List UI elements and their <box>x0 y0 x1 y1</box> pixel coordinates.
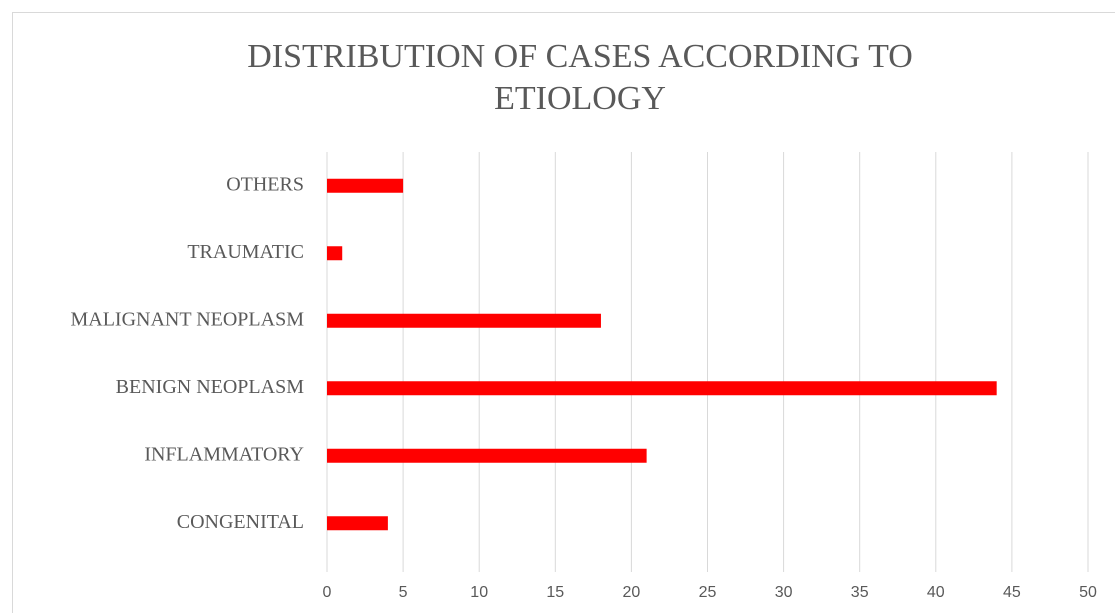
bar <box>327 246 343 261</box>
bar <box>327 313 601 328</box>
y-tick-label: OTHERS <box>226 173 304 195</box>
y-tick-label: CONGENITAL <box>177 511 304 533</box>
x-tick-label: 15 <box>546 584 564 601</box>
x-tick-label: 20 <box>623 584 641 601</box>
x-tick-label: 30 <box>775 584 793 601</box>
bar <box>327 448 647 463</box>
bar <box>327 381 997 396</box>
y-tick-label: INFLAMMATORY <box>144 443 304 465</box>
chart-title: DISTRIBUTION OF CASES ACCORDING TO ETIOL… <box>247 38 913 117</box>
x-tick-label: 5 <box>399 584 408 601</box>
y-tick-label: BENIGN NEOPLASM <box>116 376 305 398</box>
y-tick-label: MALIGNANT NEOPLASM <box>70 308 304 330</box>
x-tick-label: 45 <box>1003 584 1021 601</box>
x-tick-label: 25 <box>699 584 717 601</box>
bar <box>327 516 388 531</box>
x-tick-label: 50 <box>1079 584 1097 601</box>
bar <box>327 178 404 193</box>
x-tick-label: 40 <box>927 584 945 601</box>
x-tick-label: 0 <box>323 584 332 601</box>
chart-frame <box>12 12 1115 613</box>
x-tick-label: 10 <box>470 584 488 601</box>
x-tick-label: 35 <box>851 584 869 601</box>
y-tick-label: TRAUMATIC <box>187 241 304 263</box>
